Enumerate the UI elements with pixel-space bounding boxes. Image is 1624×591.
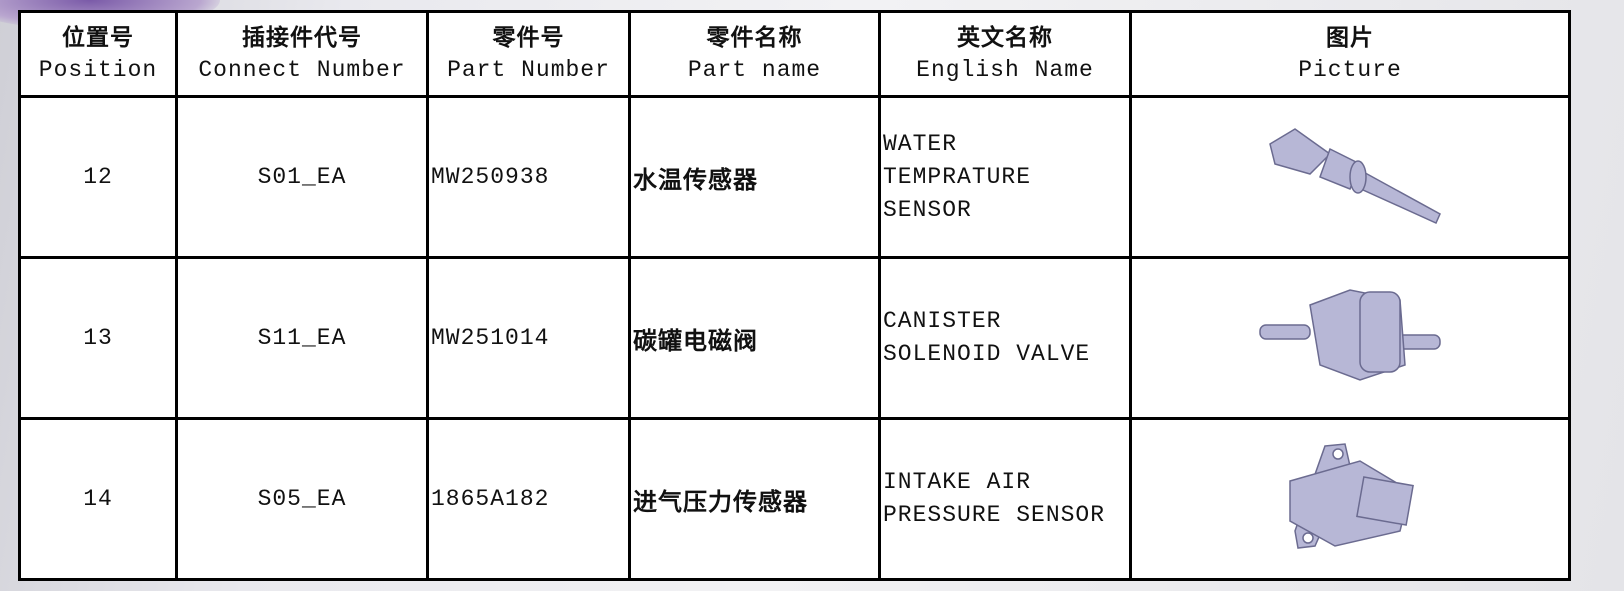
header-row: 位置号 Position 插接件代号 Connect Number 零件号 Part … <box>18 10 1571 98</box>
english-name-line: INTAKE AIR <box>883 469 1032 495</box>
header-cell: 位置号 Position <box>18 10 178 98</box>
header-zh: 位置号 <box>62 25 134 51</box>
picture-cell <box>1129 256 1571 420</box>
picture <box>1269 127 1441 224</box>
english-name-cell: INTAKE AIR PRESSURE SENSOR <box>878 417 1132 581</box>
picture-cell <box>1129 95 1571 259</box>
connect-cell: S11_EA <box>175 256 429 420</box>
english-name-line: SENSOR <box>883 196 972 223</box>
part-name-cell: 水温传感器 <box>628 95 881 259</box>
header-cell: 插接件代号 Connect Number <box>175 10 429 98</box>
table-body: 12 S01_EA MW250938 水温传感器 WATER TEMPRATURE SENS… <box>18 95 1571 581</box>
position-cell: 14 <box>18 417 178 581</box>
header-zh: 图片 <box>1326 25 1374 51</box>
parts-table: 位置号 Position 插接件代号 Connect Number 零件号 Part … <box>18 10 1571 581</box>
header-en: Connect Number <box>198 57 406 83</box>
english-name-line: CANISTER <box>883 308 1002 334</box>
header-en: Picture <box>1298 57 1402 83</box>
connect-cell: S05_EA <box>175 417 429 581</box>
position-cell: 12 <box>18 95 178 259</box>
table-row: 12 S01_EA MW250938 水温传感器 WATER TEMPRATURE SENS… <box>18 95 1571 259</box>
header-cell: 零件名称 Part name <box>628 10 881 98</box>
position-cell: 13 <box>18 256 178 420</box>
english-name-line: WATER <box>883 130 958 157</box>
header-en: Part name <box>687 57 822 83</box>
header-zh: 零件名称 <box>706 25 803 51</box>
header-cell: 零件号 Part Number <box>426 10 631 98</box>
connect-cell: S01_EA <box>175 95 429 259</box>
table-row: 14 S05_EA 1865A182 进气压力传感器 INTAKE AIR PRESSUR… <box>18 417 1571 581</box>
picture-cell <box>1129 417 1571 581</box>
part-number-cell: 1865A182 <box>426 417 631 581</box>
picture <box>1259 288 1441 381</box>
header-en: Part Number <box>447 57 610 83</box>
header-cell: 英文名称 English Name <box>878 10 1132 98</box>
header-en: Position <box>38 57 158 83</box>
part-name-cell: 碳罐电磁阀 <box>628 256 881 420</box>
english-name-line: SOLENOID VALVE <box>883 341 1091 367</box>
header-zh: 插接件代号 <box>242 25 362 51</box>
header-cell: 图片 Picture <box>1129 10 1571 98</box>
english-name-cell: CANISTER SOLENOID VALVE <box>878 256 1132 420</box>
english-name-line: PRESSURE SENSOR <box>883 502 1106 528</box>
part-number-cell: MW250938 <box>426 95 631 259</box>
table-row: 13 S11_EA MW251014 碳罐电磁阀 CANISTER SOLENOID VA… <box>18 256 1571 420</box>
part-name-cell: 进气压力传感器 <box>628 417 881 581</box>
header-zh: 英文名称 <box>957 25 1053 51</box>
english-name-cell: WATER TEMPRATURE SENSOR <box>878 95 1132 259</box>
english-name-line: TEMPRATURE <box>883 163 1032 190</box>
picture <box>1289 442 1414 549</box>
part-number-cell: MW251014 <box>426 256 631 420</box>
header-zh: 零件号 <box>492 25 565 51</box>
header-en: English Name <box>916 57 1094 83</box>
